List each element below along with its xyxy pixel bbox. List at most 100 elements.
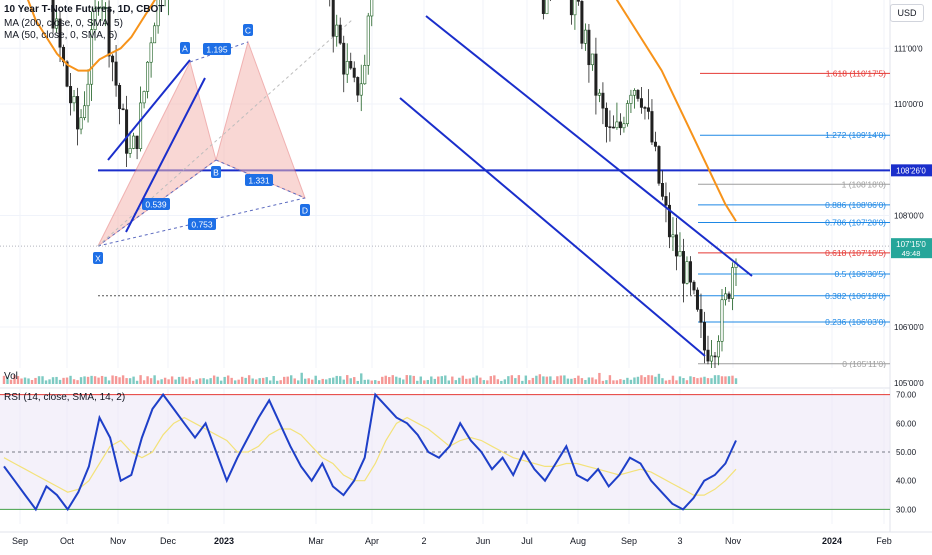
rsi-line — [3, 392, 737, 512]
volume-bar — [496, 379, 500, 384]
candle-body — [545, 0, 549, 14]
volume-bar — [633, 377, 636, 384]
volume-bar — [426, 379, 429, 384]
volume-bar — [395, 376, 398, 384]
ma50-line — [26, 0, 737, 222]
volume-bar — [685, 380, 689, 384]
volume-bar — [405, 375, 408, 384]
rsi-axis-label: 50.00 — [896, 448, 917, 457]
volume-bar — [125, 378, 128, 384]
harmonic-ratio-label: 1.331 — [248, 176, 270, 186]
candle-body — [331, 0, 335, 37]
candle-body — [671, 234, 675, 238]
candle — [100, 0, 104, 21]
candle-body — [76, 96, 80, 130]
rising-channel-upper — [107, 59, 191, 161]
candle — [671, 217, 675, 251]
harmonic-point-label: A — [182, 44, 188, 54]
candle — [625, 100, 629, 127]
candle — [352, 61, 356, 83]
candle-body — [342, 42, 346, 75]
harmonic-point-a: A — [180, 42, 190, 54]
candle — [653, 131, 657, 152]
price-axis-label: 111'00'0 — [894, 44, 923, 53]
volume-bar — [328, 378, 331, 384]
candle — [370, 0, 374, 27]
candle-body — [359, 83, 363, 96]
volume-bar — [293, 378, 296, 384]
volume-bar — [139, 375, 142, 384]
currency-button[interactable]: USD — [890, 4, 924, 22]
fib-level-label: 0.886 (108'06'0) — [825, 200, 886, 210]
candle — [90, 11, 94, 101]
volume-bar — [114, 376, 118, 384]
candle-body — [135, 135, 139, 150]
volume-bar — [226, 375, 230, 384]
time-axis-label: Apr — [365, 536, 379, 546]
volume-bar — [282, 376, 286, 384]
volume-bar — [706, 378, 710, 384]
volume-bar — [90, 375, 93, 384]
candle — [97, 1, 101, 16]
volume-bar — [626, 377, 629, 384]
support-price-text: 108'26'0 — [896, 166, 926, 175]
volume-bar — [734, 378, 738, 384]
support-price-badge — [891, 164, 932, 177]
candle — [135, 135, 139, 160]
candle-body — [615, 121, 619, 128]
volume-bar — [475, 375, 479, 384]
candle — [153, 22, 157, 44]
volume-bar — [629, 379, 633, 384]
volume-bar — [584, 379, 587, 384]
volume-bar — [205, 379, 209, 384]
candle — [107, 0, 111, 68]
volume-bar — [339, 376, 342, 384]
volume-bar — [72, 379, 76, 384]
candle — [611, 115, 615, 129]
price-axis-label: 108'00'0 — [894, 212, 924, 221]
candle — [128, 131, 132, 158]
harmonic-point-badge — [211, 166, 221, 178]
volume-bar — [664, 380, 668, 384]
volume-bar — [342, 379, 345, 384]
volume-bar — [521, 380, 524, 384]
volume-bar — [612, 380, 615, 384]
harmonic-point-b: B — [211, 166, 221, 178]
volume-bar — [388, 376, 391, 384]
volume-bar — [647, 375, 650, 384]
volume-bar — [76, 380, 79, 384]
volume-bar — [465, 378, 468, 384]
volume-bar — [212, 375, 216, 384]
volume-bar — [507, 376, 510, 384]
volume-bar — [97, 377, 100, 384]
volume-bar — [20, 378, 23, 384]
harmonic-point-badge — [300, 204, 310, 216]
fib-level-label: 1.272 (109'14'0) — [825, 130, 886, 140]
volume-bar — [678, 376, 682, 384]
candle — [622, 116, 626, 133]
candle-body — [608, 126, 612, 128]
volume-bar — [332, 377, 335, 384]
volume-bar — [367, 379, 370, 384]
time-axis-label: Sep — [12, 536, 28, 546]
candle — [83, 91, 87, 121]
candle — [349, 52, 353, 70]
last-price-text: 107'15'0 — [896, 240, 926, 249]
candle — [545, 0, 549, 15]
time-axis-label: Feb — [876, 536, 892, 546]
volume-bar — [668, 379, 671, 384]
volume-bar — [251, 378, 254, 384]
candle — [576, 0, 580, 6]
volume-bar — [437, 376, 440, 384]
fib-level-label: 0.236 (106'03'0) — [825, 317, 886, 327]
harmonic-ratio: 0.753 — [188, 218, 216, 230]
candle — [366, 12, 370, 75]
volume-bar — [556, 376, 559, 384]
volume-bar — [62, 377, 65, 384]
harmonic-ratio-label: 0.753 — [191, 220, 213, 230]
candle-body — [636, 90, 640, 99]
volume-bar — [27, 378, 30, 384]
candle — [594, 37, 598, 115]
